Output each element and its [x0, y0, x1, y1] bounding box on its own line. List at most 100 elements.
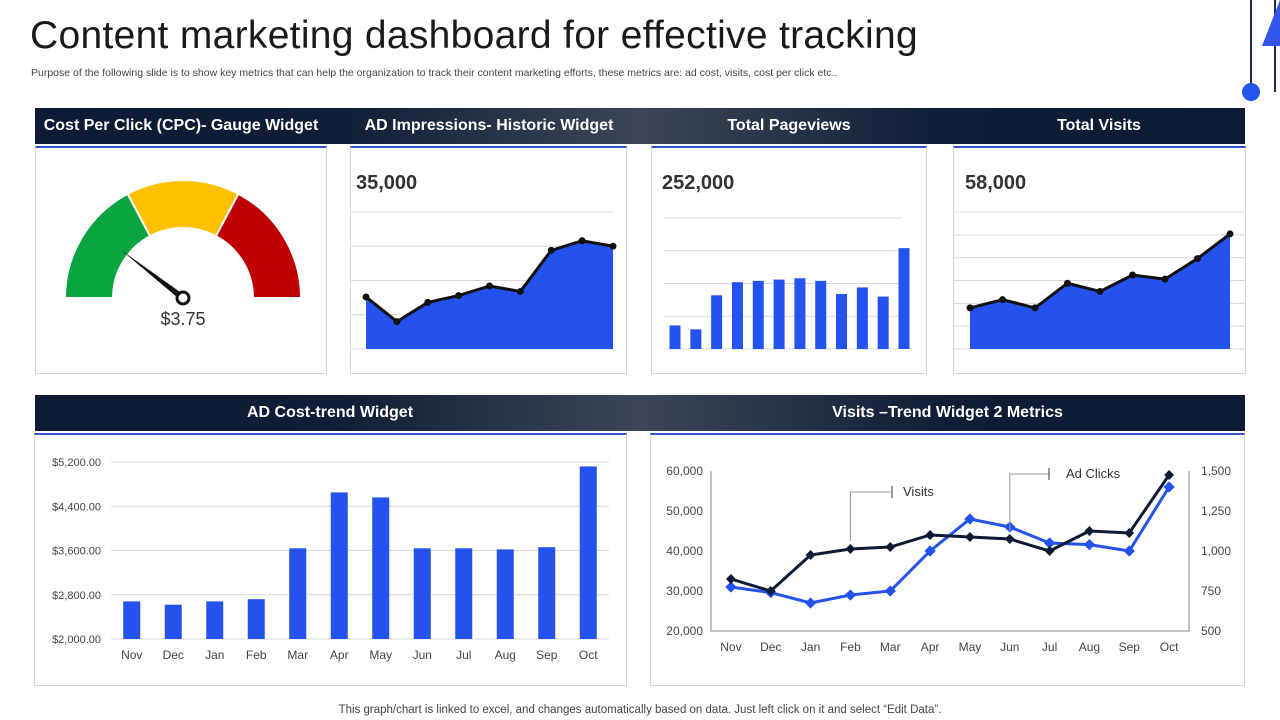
area-fill [970, 233, 1230, 349]
pageviews-bar [690, 329, 702, 349]
visits-point [725, 574, 736, 584]
x-tick-label: Aug [1079, 640, 1100, 654]
bottom-header-band: AD Cost-trend Widget Visits –Trend Widge… [35, 395, 1245, 431]
trend-panel: 60,000 1,500 50,000 1,250 40,000 1,000 30,000 7… [650, 433, 1245, 686]
ad-clicks-point [804, 597, 817, 609]
x-tick-label: Mar [880, 640, 901, 654]
ad-clicks-point [1083, 538, 1096, 551]
data-point [393, 318, 401, 326]
ad-clicks-point [924, 545, 936, 557]
visits-point [885, 542, 896, 552]
data-point [424, 298, 432, 306]
area-fill [366, 240, 613, 349]
x-tick-label: Dec [760, 640, 781, 654]
pageviews-chart [664, 217, 910, 350]
decor-dot [1242, 83, 1260, 101]
gauge-segment [214, 192, 303, 299]
cpc-gauge-panel: $3.75 [35, 146, 327, 374]
y-tick-label-left: 30,000 [666, 584, 703, 598]
adcost-bar [164, 604, 182, 639]
y-tick-label-right: 500 [1201, 624, 1221, 638]
impressions-header: AD Impressions- Historic Widget [364, 117, 614, 134]
ad-clicks-line [730, 486, 1171, 605]
x-tick-label: May [959, 640, 982, 654]
visits-point [1004, 534, 1015, 544]
visits-point [1084, 526, 1095, 536]
visits-point [805, 550, 816, 560]
cpc-gauge: $3.75 [63, 179, 303, 329]
footer-note: This graph/chart is linked to excel, and… [338, 704, 942, 716]
data-point [609, 242, 617, 250]
pageviews-bar [794, 278, 806, 349]
gauge-needle [121, 250, 185, 301]
data-point [999, 296, 1006, 304]
adcost-panel: $5,200.00 $4,400.00 $3,600.00 $2,800.00 $2,0… [34, 433, 627, 686]
top-header-band: Cost Per Click (CPC)- Gauge Widget AD Im… [35, 108, 1245, 144]
page-subtitle: Purpose of the following slide is to sho… [31, 67, 838, 79]
adcost-bar [247, 599, 265, 639]
data-point [1096, 287, 1104, 295]
y-tick-label-right: 1,000 [1201, 544, 1231, 558]
y-tick-label-left: 40,000 [666, 544, 703, 558]
pageviews-value: 252,000 [662, 172, 735, 194]
pageviews-header: Total Pageviews [727, 117, 851, 134]
visits-line [730, 474, 1171, 593]
adcost-bar [496, 549, 514, 639]
visits-point [765, 586, 776, 596]
y-tick-label: $2,800.00 [52, 590, 101, 602]
visits-callout-line [849, 491, 891, 541]
y-tick-label-right: 1,500 [1201, 464, 1231, 478]
adcost-bar [538, 547, 556, 639]
x-tick-label: May [369, 648, 392, 662]
ad-clicks-callout-label: Ad Clicks [1066, 466, 1121, 481]
visits-point [845, 544, 856, 554]
pageviews-bar [877, 296, 889, 349]
trend-header: Visits –Trend Widget 2 Metrics [832, 404, 1063, 421]
visits-point [925, 530, 936, 540]
x-tick-label: Jan [205, 648, 224, 662]
visits-chart [954, 211, 1245, 350]
x-tick-label: Feb [840, 640, 861, 654]
x-tick-label: Nov [720, 640, 741, 654]
page-title: Content marketing dashboard for effectiv… [30, 14, 918, 57]
trend-chart: 60,000 1,500 50,000 1,250 40,000 1,000 30,000 7… [666, 464, 1231, 654]
pageviews-bar [752, 280, 764, 349]
y-tick-label: $3,600.00 [52, 546, 101, 558]
ad-clicks-callout-line [1009, 473, 1050, 531]
x-tick-label: Apr [921, 640, 940, 654]
adcost-bar [289, 548, 307, 639]
y-tick-label: $2,000.00 [52, 634, 101, 646]
x-tick-label: Jun [1000, 640, 1019, 654]
x-tick-label: Apr [330, 648, 349, 662]
decor-line [1250, 0, 1252, 92]
data-point [1031, 304, 1039, 312]
visits-header: Total Visits [1057, 117, 1141, 134]
pageviews-bar [773, 279, 785, 349]
pageviews-bar [856, 287, 868, 349]
data-point [1129, 271, 1136, 279]
data-point [455, 292, 463, 300]
data-point [966, 304, 974, 312]
adcost-bar [455, 548, 473, 639]
decor-line [1274, 0, 1276, 92]
y-tick-label: $5,200.00 [52, 457, 101, 469]
x-tick-label: Nov [121, 648, 142, 662]
decor-triangle [1262, 0, 1280, 46]
ad-clicks-point [1123, 545, 1135, 557]
data-point [578, 237, 586, 245]
ad-clicks-point [884, 585, 896, 597]
adcost-bar [330, 492, 348, 639]
ad-clicks-point [844, 589, 857, 601]
gauge-value-label: $3.75 [160, 309, 205, 329]
y-tick-label: $4,400.00 [52, 501, 101, 513]
pageviews-bar [898, 248, 910, 349]
axis-frame [710, 471, 1190, 632]
x-tick-label: Sep [536, 648, 558, 662]
data-point [486, 282, 493, 290]
data-point [516, 287, 524, 295]
visits-point [1044, 546, 1055, 556]
y-tick-label-right: 750 [1201, 584, 1221, 598]
data-point [547, 246, 555, 254]
pageviews-panel: 252,000 [651, 146, 927, 374]
adcost-chart: $5,200.00 $4,400.00 $3,600.00 $2,800.00 $2,0… [52, 457, 609, 662]
